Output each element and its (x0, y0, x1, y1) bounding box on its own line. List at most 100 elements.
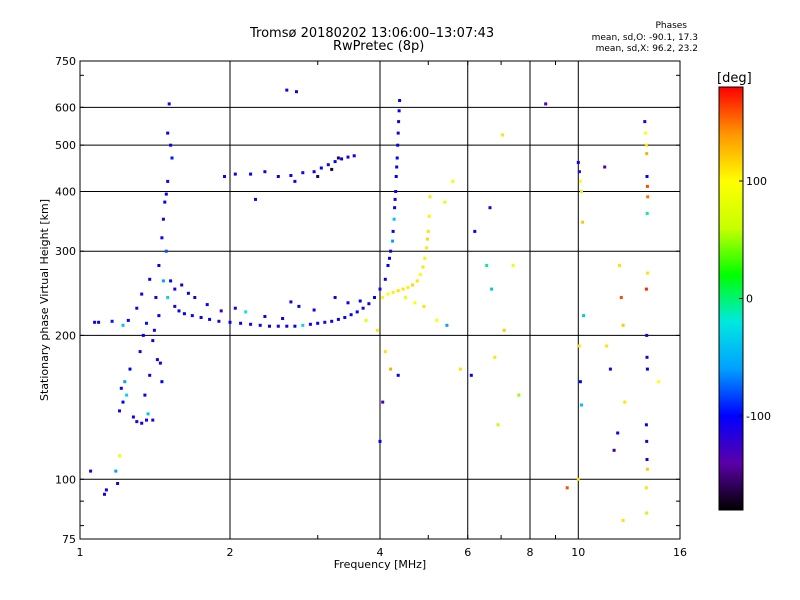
echo-point (578, 179, 582, 183)
echo-point (645, 511, 649, 515)
echo-point (110, 319, 114, 323)
echo-point (297, 304, 301, 308)
echo-point (316, 321, 320, 325)
echo-point (346, 301, 350, 305)
echo-point (199, 316, 203, 319)
echo-point (386, 292, 390, 296)
echo-point (415, 279, 419, 283)
echo-point (488, 206, 492, 210)
echo-point (644, 486, 648, 490)
echo-point (397, 109, 401, 113)
echo-point (233, 306, 237, 310)
echo-point (135, 420, 139, 424)
echo-point (155, 358, 159, 362)
y-tick-label: 200 (55, 329, 76, 342)
echo-point (386, 264, 390, 267)
echo-point (393, 206, 397, 210)
echo-point (383, 277, 387, 281)
echo-point (336, 156, 340, 160)
echo-point (121, 323, 125, 327)
echo-point (126, 318, 130, 322)
echo-point (121, 400, 125, 404)
echo-point (473, 229, 477, 233)
echo-point (469, 373, 473, 377)
echo-point (158, 361, 162, 365)
echo-point (361, 306, 365, 310)
colorbar-tick-label: 100 (746, 175, 767, 188)
echo-point (621, 323, 625, 327)
echo-point (160, 380, 164, 384)
echo-point (148, 373, 152, 377)
echo-point (621, 519, 625, 522)
echo-point (404, 296, 407, 299)
echo-point (608, 367, 612, 371)
echo-point (544, 102, 548, 106)
echo-point (145, 321, 148, 325)
echo-point (451, 179, 455, 183)
echo-point (249, 172, 253, 176)
echo-point (396, 131, 400, 135)
echo-point (394, 175, 398, 178)
echo-point (645, 184, 649, 188)
echo-point (119, 386, 123, 390)
echo-point (103, 492, 106, 496)
colorbar-label: [deg] (717, 71, 752, 86)
x-tick-label: 1 (77, 546, 84, 559)
echo-point (383, 350, 387, 354)
echo-point (373, 296, 376, 299)
echo-point (161, 279, 165, 283)
echo-point (645, 367, 649, 371)
echo-point (254, 197, 257, 201)
y-tick-label: 75 (62, 533, 76, 546)
echo-point (330, 319, 334, 323)
echo-point (336, 317, 340, 321)
phase-stats-o: mean, sd,O: -90.1, 17.3 (591, 33, 698, 43)
echo-point (293, 324, 297, 328)
y-tick-label: 400 (55, 185, 76, 198)
echo-point (426, 229, 430, 233)
echo-point (418, 273, 422, 277)
echo-point (644, 143, 648, 147)
echo-point (391, 229, 395, 233)
echo-point (263, 170, 267, 174)
echo-point (343, 316, 347, 319)
echo-point (393, 197, 397, 201)
echo-point (93, 320, 97, 324)
echo-point (180, 283, 184, 287)
echo-point (493, 355, 497, 359)
echo-point (645, 439, 649, 443)
echo-point (316, 175, 320, 178)
echo-point (381, 296, 385, 299)
echo-point (435, 318, 439, 322)
echo-point (391, 239, 395, 243)
x-tick-label: 16 (673, 546, 687, 559)
echo-point (140, 421, 144, 425)
echo-point (138, 350, 142, 354)
echo-point (349, 313, 353, 317)
colorbar-tick-label: 0 (746, 293, 753, 306)
echo-point (391, 290, 395, 294)
echo-point (580, 190, 583, 193)
echo-point (157, 314, 161, 318)
echo-point (164, 249, 168, 253)
echo-point (151, 418, 155, 422)
echo-point (576, 477, 580, 481)
echo-point (312, 308, 316, 312)
echo-point (398, 99, 402, 102)
echo-point (330, 167, 334, 171)
echo-point (645, 152, 649, 156)
echo-point (173, 304, 177, 308)
echo-point (394, 190, 398, 193)
echo-point (618, 264, 621, 267)
echo-point (580, 403, 583, 407)
echo-point (308, 322, 312, 326)
echo-point (340, 157, 344, 161)
echo-point (208, 317, 212, 321)
echo-point (285, 324, 289, 328)
echo-point (239, 321, 243, 325)
echo-point (389, 367, 393, 371)
echo-point (485, 264, 489, 267)
echo-point (123, 380, 127, 384)
echo-point (425, 237, 429, 241)
echo-point (118, 409, 121, 413)
